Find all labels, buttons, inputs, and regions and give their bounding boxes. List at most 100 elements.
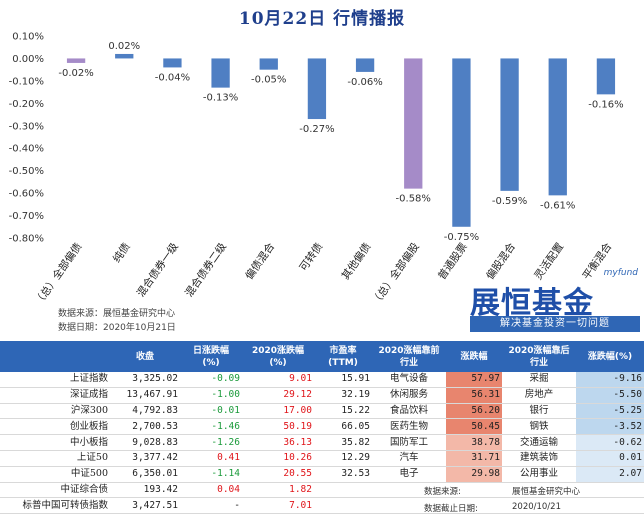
day-change: -1.46 bbox=[180, 418, 242, 436]
table-header-cell: 涨跌幅(%) bbox=[576, 341, 644, 372]
close-value: 13,467.91 bbox=[110, 387, 180, 404]
close-value: 2,700.53 bbox=[110, 418, 180, 436]
ytd-change: 9.01 bbox=[242, 372, 314, 388]
table-row: 中证500 6,350.01 -1.14 20.55 32.53 电子 29.98 公用事业 2… bbox=[0, 466, 644, 483]
bottom-industry-change: -5.25 bbox=[576, 403, 644, 420]
data-label: -0.75% bbox=[444, 232, 479, 243]
data-label: -0.06% bbox=[347, 77, 382, 88]
bar bbox=[66, 58, 86, 63]
bottom-industry-change: 0.01 bbox=[576, 450, 644, 467]
category-label: 纯债 bbox=[110, 240, 133, 265]
bottom-industry-change: -9.16 bbox=[576, 372, 644, 388]
top-industry: 医药生物 bbox=[372, 418, 446, 436]
table-header-cell: 2020涨跌幅 (%) bbox=[242, 341, 314, 372]
top-industry-change: 29.98 bbox=[446, 466, 502, 483]
bar bbox=[163, 58, 182, 68]
bottom-industry: 钢铁 bbox=[502, 418, 576, 436]
close-value: 6,350.01 bbox=[110, 466, 180, 483]
bar bbox=[259, 58, 278, 70]
index-name: 上证指数 bbox=[0, 372, 110, 388]
bottom-industry-change: 2.07 bbox=[576, 466, 644, 483]
day-change: 0.41 bbox=[180, 450, 242, 467]
data-label: -0.04% bbox=[155, 72, 190, 83]
top-industry: 食品饮料 bbox=[372, 403, 446, 420]
day-change: 0.04 bbox=[180, 482, 242, 499]
category-label: 其他偏债 bbox=[339, 240, 374, 282]
logo-slogan: 解决基金投资一切问题 bbox=[470, 316, 640, 332]
bottom-industry: 公用事业 bbox=[502, 466, 576, 483]
bottom-industry: 建筑装饰 bbox=[502, 450, 576, 467]
table-header-cell: 市盈率 (TTM) bbox=[314, 341, 372, 372]
table-row: 上证指数 3,325.02 -0.09 9.01 15.91 电气设备 57.97 采掘 -9.… bbox=[0, 372, 644, 388]
index-name: 中证综合债 bbox=[0, 482, 110, 499]
bar bbox=[307, 58, 327, 120]
y-tick-label: 0.00% bbox=[12, 54, 44, 65]
category-label: 偏债混合 bbox=[242, 240, 277, 282]
top-industry-change: 38.78 bbox=[446, 434, 502, 451]
y-tick-label: -0.20% bbox=[9, 99, 44, 110]
pe-ttm: 35.82 bbox=[314, 434, 372, 451]
bar bbox=[452, 58, 471, 227]
top-industry: 休闲服务 bbox=[372, 387, 446, 404]
index-name: 深证成指 bbox=[0, 387, 110, 404]
data-label: -0.02% bbox=[58, 68, 93, 79]
bottom-industry bbox=[502, 497, 576, 515]
table-header-cell: 2020涨幅靠后 行业 bbox=[502, 341, 576, 372]
pe-ttm: 15.22 bbox=[314, 403, 372, 420]
bar bbox=[355, 58, 375, 72]
table-row: 中小板指 9,028.83 -1.26 36.13 35.82 国防军工 38.78 交通运输… bbox=[0, 434, 644, 451]
y-tick-label: -0.50% bbox=[9, 166, 44, 177]
table-header-cell: 2020涨幅靠前 行业 bbox=[372, 341, 446, 372]
bar bbox=[548, 58, 567, 196]
pe-ttm: 15.91 bbox=[314, 372, 372, 388]
table-row: 深证成指 13,467.91 -1.00 29.12 32.19 休闲服务 56.31 房地产… bbox=[0, 387, 644, 404]
logo-brand-text: myfund bbox=[603, 268, 638, 278]
table-row: 沪深300 4,792.83 -0.01 17.00 15.22 食品饮料 56.20 银行 -… bbox=[0, 403, 644, 420]
day-change: -1.26 bbox=[180, 434, 242, 451]
data-label: -0.27% bbox=[299, 124, 334, 135]
index-name: 中证500 bbox=[0, 466, 110, 483]
bottom-industry: 房地产 bbox=[502, 387, 576, 404]
logo-name: 展恒基金 bbox=[470, 286, 594, 321]
bar bbox=[596, 58, 616, 95]
bottom-industry: 银行 bbox=[502, 403, 576, 420]
bar bbox=[500, 58, 519, 191]
bottom-industry: 采掘 bbox=[502, 372, 576, 388]
bottom-industry-change: -5.50 bbox=[576, 387, 644, 404]
index-name: 标普中国可转债指数 bbox=[0, 497, 110, 515]
ytd-change: 36.13 bbox=[242, 434, 314, 451]
top-industry-change: 57.97 bbox=[446, 372, 502, 388]
footer-source-label: 数据来源: bbox=[424, 487, 461, 497]
close-value: 193.42 bbox=[110, 482, 180, 499]
bottom-industry-change: -3.52 bbox=[576, 418, 644, 436]
bottom-industry bbox=[502, 482, 576, 499]
day-change: -0.01 bbox=[180, 403, 242, 420]
bar bbox=[115, 53, 134, 59]
bottom-industry-change bbox=[576, 497, 644, 515]
y-tick-label: -0.10% bbox=[9, 76, 44, 87]
ytd-change: 17.00 bbox=[242, 403, 314, 420]
close-value: 3,325.02 bbox=[110, 372, 180, 388]
table-row: 上证50 3,377.42 0.41 10.26 12.29 汽车 31.71 建筑装饰 0.0… bbox=[0, 450, 644, 467]
index-name: 上证50 bbox=[0, 450, 110, 467]
table-row: 中证综合债 193.42 0.04 1.82 bbox=[0, 482, 644, 499]
pe-ttm: 12.29 bbox=[314, 450, 372, 467]
table-row: 创业板指 2,700.53 -1.46 50.19 66.05 医药生物 50.45 钢铁 -3… bbox=[0, 418, 644, 436]
category-label: （总）全部偏债 bbox=[32, 240, 85, 308]
market-table: 收盘 日涨跌幅 (%) 2020涨跌幅 (%) 市盈率 (TTM) 2020涨幅靠前 行… bbox=[0, 341, 644, 515]
bar bbox=[404, 58, 423, 189]
pe-ttm: 32.19 bbox=[314, 387, 372, 404]
close-value: 3,377.42 bbox=[110, 450, 180, 467]
data-label: -0.13% bbox=[203, 93, 238, 104]
index-name: 创业板指 bbox=[0, 418, 110, 436]
top-industry bbox=[372, 497, 446, 515]
top-industry-change: 56.20 bbox=[446, 403, 502, 420]
ytd-change: 50.19 bbox=[242, 418, 314, 436]
bottom-industry: 交通运输 bbox=[502, 434, 576, 451]
pe-ttm: 66.05 bbox=[314, 418, 372, 436]
ytd-change: 1.82 bbox=[242, 482, 314, 499]
top-industry: 电子 bbox=[372, 466, 446, 483]
category-label: （总）全部偏股 bbox=[369, 240, 422, 308]
category-label: 可转债 bbox=[297, 240, 326, 273]
y-tick-label: -0.70% bbox=[9, 211, 44, 222]
